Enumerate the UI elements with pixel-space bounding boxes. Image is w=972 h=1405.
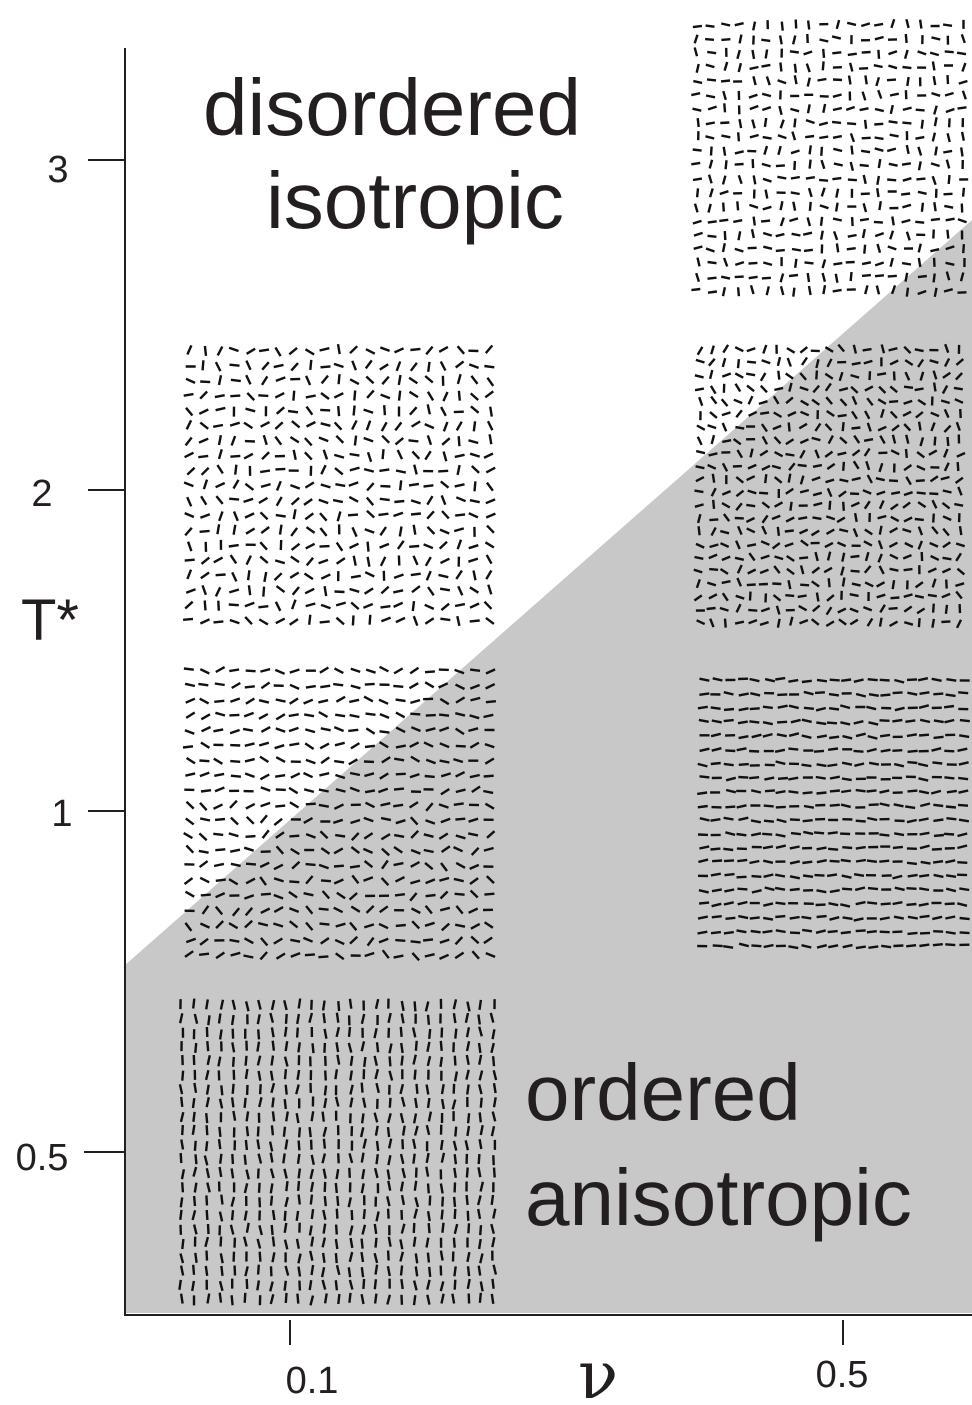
y-axis-label: T*: [21, 588, 79, 653]
y-tick-label: 1: [51, 793, 72, 835]
ordered-region: [125, 220, 972, 1313]
dash-grid: [697, 676, 970, 950]
x-tick-label: 0.5: [816, 1354, 869, 1396]
region-label: ordered: [525, 1048, 801, 1137]
y-tick-label: 2: [31, 473, 52, 515]
dash-grid: [182, 665, 497, 962]
region-label: disordered: [203, 63, 581, 152]
region-label: anisotropic: [525, 1153, 912, 1242]
x-tick-label: 0.1: [286, 1360, 339, 1402]
y-tick-label: 3: [47, 149, 68, 191]
region-label: isotropic: [266, 156, 564, 245]
dash-grid: [693, 343, 966, 629]
dash-grid: [178, 998, 498, 1306]
dash-patterns: [178, 18, 970, 1306]
y-tick-label: 0.5: [16, 1137, 69, 1179]
ticks: [84, 159, 844, 1345]
dash-grid: [182, 343, 496, 627]
x-axis-label: ν: [578, 1337, 618, 1405]
dash-grid: [691, 18, 969, 298]
